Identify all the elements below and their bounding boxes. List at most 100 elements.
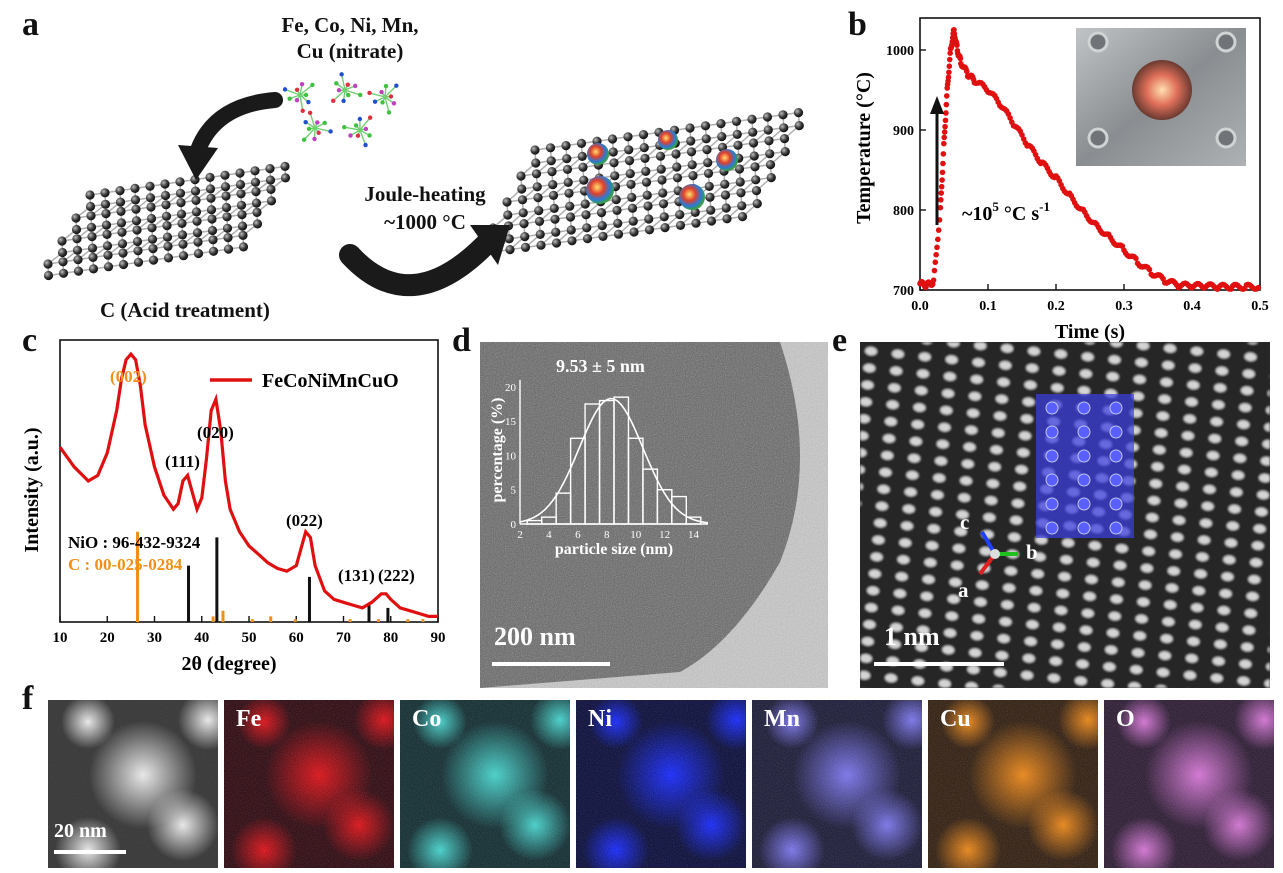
carbon-atom — [700, 121, 711, 131]
carbon-atom — [238, 230, 248, 240]
carbon-atom — [101, 209, 111, 219]
model-atom — [1109, 497, 1123, 511]
carbon-atom — [177, 218, 187, 228]
carbon-atom — [657, 175, 667, 185]
carbon-atom — [548, 190, 559, 200]
carbon-atom — [280, 161, 290, 171]
carbon-atom — [671, 149, 681, 159]
carbon-atom — [610, 171, 620, 181]
panel-label-a: a — [22, 6, 39, 43]
data-point — [940, 151, 947, 157]
model-atom — [1077, 449, 1091, 463]
carbon-atom — [611, 195, 621, 205]
carbon-atom — [85, 201, 96, 212]
carbon-atom — [504, 234, 514, 244]
histogram-bar — [598, 399, 615, 525]
carbon-atom — [659, 212, 669, 222]
peak-022: (022) — [286, 511, 323, 530]
carbon-atom — [579, 175, 589, 185]
data-point — [935, 227, 942, 233]
carbon-atom — [675, 210, 685, 220]
molecule-atom — [363, 126, 369, 132]
carbon-atom — [192, 228, 203, 238]
carbon-atom — [100, 188, 110, 198]
carbon-atom — [238, 242, 249, 252]
carbon-atom — [236, 200, 247, 210]
carbon-atom — [86, 211, 96, 221]
graphene-sheet-right — [474, 108, 804, 259]
carbon-atom — [163, 253, 174, 263]
x-tick-label: 0.4 — [1183, 299, 1201, 314]
carbon-atom — [530, 145, 540, 155]
carbon-atom — [643, 201, 653, 211]
model-atom — [1109, 449, 1123, 463]
data-point — [951, 26, 957, 33]
carbon-atom — [779, 134, 790, 144]
carbon-atom — [237, 221, 248, 231]
carbon-atom — [503, 210, 513, 220]
eds-map-o: O — [1104, 700, 1274, 868]
substrate-label: C (Acid treatment) — [100, 298, 270, 322]
carbon-atom — [190, 186, 201, 196]
model-atom — [1109, 425, 1123, 439]
molecule-atom — [379, 89, 384, 95]
carbon-atom — [265, 164, 275, 174]
carbon-atom — [748, 127, 758, 137]
carbon-atom — [736, 188, 746, 198]
molecule-atom — [315, 120, 320, 125]
x-tick-label: 30 — [147, 630, 162, 646]
carbon-atom — [517, 195, 528, 205]
carbon-atom — [705, 192, 715, 202]
x-tick-label: 0.1 — [979, 299, 997, 314]
model-atom — [1045, 401, 1059, 415]
carbon-atom — [148, 244, 158, 254]
data-point — [937, 204, 944, 211]
carbon-atom — [639, 143, 649, 153]
carbon-atom — [550, 214, 560, 224]
peak-131: (131) — [338, 566, 375, 585]
carbon-atom — [597, 221, 607, 231]
data-point — [957, 55, 964, 62]
carbon-atom — [561, 141, 571, 151]
y-tick-label: 900 — [893, 124, 914, 139]
molecule-atom — [287, 96, 292, 101]
process-label: Joule-heating ~1000 °C — [364, 182, 486, 234]
data-point — [963, 68, 970, 75]
x-tick-label: 20 — [100, 630, 115, 646]
carbon-atom — [146, 213, 157, 224]
carbon-atom — [118, 248, 128, 258]
carbon-atom — [236, 189, 246, 199]
axis-label-b: b — [1026, 540, 1038, 564]
carbon-atom — [733, 140, 743, 150]
data-point — [942, 123, 948, 130]
carbon-atom — [252, 219, 263, 229]
carbon-atom — [562, 164, 573, 174]
molecule-atom — [367, 90, 372, 96]
carbon-atom — [250, 177, 261, 187]
molecule-atom — [322, 120, 327, 126]
precursor-label: Fe, Co, Ni, Mn, Cu (nitrate) — [281, 13, 419, 63]
molecule-atom — [342, 125, 347, 130]
data-point — [946, 63, 953, 70]
eds-map-fe: Fe — [224, 700, 394, 868]
carbon-atom — [563, 177, 573, 187]
x-axis-label: 2θ (degree) — [181, 653, 276, 675]
xrd-curve — [58, 351, 438, 618]
carbon-atom — [642, 190, 652, 200]
carbon-atom — [793, 108, 804, 118]
carbon-atom — [86, 222, 97, 232]
carbon-atom — [162, 221, 172, 231]
data-point — [954, 42, 960, 48]
carbon-atom — [752, 199, 762, 209]
carbon-atom — [580, 199, 590, 209]
x-tick-label: 80 — [383, 630, 398, 646]
carbon-atom — [73, 255, 83, 265]
x-tick-label: 14 — [688, 529, 700, 541]
y-axis-label: percentage (%) — [489, 398, 506, 503]
molecule-atom — [301, 137, 307, 142]
carbon-atom — [191, 195, 201, 205]
carbon-atom — [706, 216, 717, 226]
model-atom — [1045, 497, 1059, 511]
molecule-atom — [336, 88, 342, 93]
carbon-atom — [130, 195, 141, 205]
